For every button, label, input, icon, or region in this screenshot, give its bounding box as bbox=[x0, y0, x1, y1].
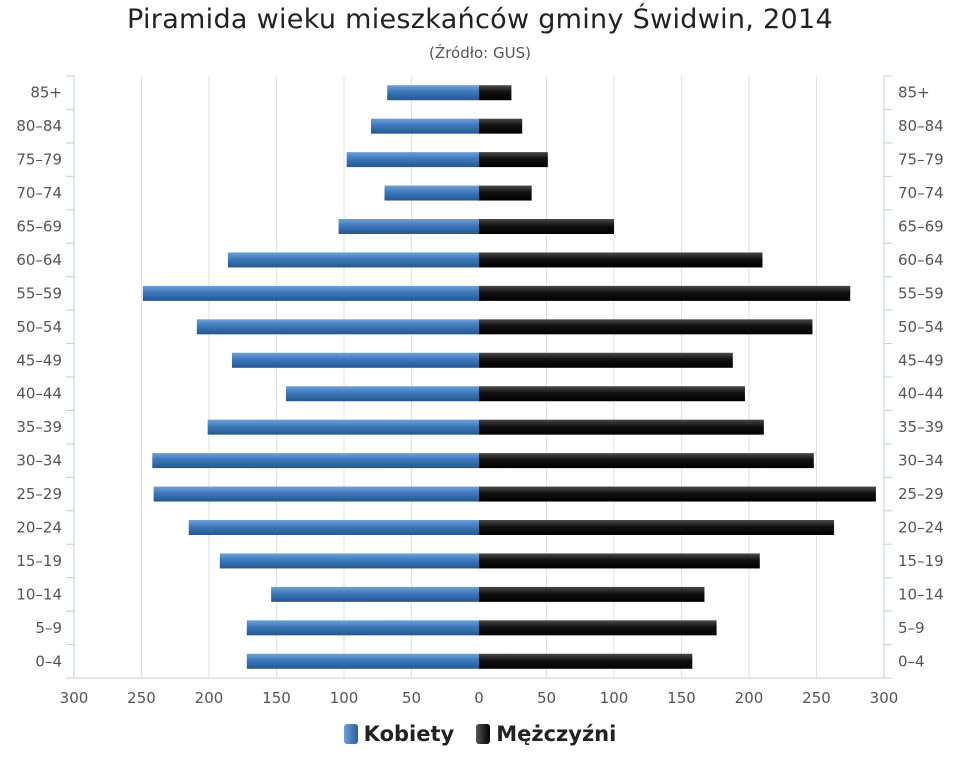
grid-lines bbox=[141, 76, 817, 678]
y-tick-label-left: 80–84 bbox=[16, 117, 62, 135]
x-tick-label: 150 bbox=[262, 689, 291, 707]
y-tick-label-right: 45–49 bbox=[898, 351, 944, 369]
y-tick-label-right: 80–84 bbox=[898, 117, 944, 135]
bars bbox=[142, 85, 876, 669]
y-tick-label-left: 25–29 bbox=[16, 485, 62, 503]
bar-mezczyzni bbox=[479, 586, 705, 602]
bar-kobiety bbox=[153, 486, 479, 502]
bar-kobiety bbox=[387, 85, 479, 101]
x-tick-label: 50 bbox=[402, 689, 421, 707]
bar-mezczyzni bbox=[479, 219, 614, 234]
y-tick-label-right: 20–24 bbox=[898, 519, 944, 537]
bar-kobiety bbox=[207, 419, 479, 435]
bar-kobiety bbox=[188, 520, 479, 535]
bar-mezczyzni bbox=[479, 185, 532, 201]
y-tick-label-right: 0–4 bbox=[898, 652, 925, 670]
y-tick-label-right: 5–9 bbox=[898, 619, 925, 637]
bar-kobiety bbox=[285, 386, 479, 402]
y-tick-label-right: 10–14 bbox=[898, 585, 944, 603]
y-tick-label-left: 5–9 bbox=[35, 619, 62, 637]
x-tick-label: 200 bbox=[735, 689, 764, 707]
bar-kobiety bbox=[219, 553, 480, 569]
bar-kobiety bbox=[371, 118, 479, 134]
y-tick-label-right: 15–19 bbox=[898, 552, 944, 570]
x-tick-label: 200 bbox=[195, 689, 224, 707]
legend-item-mezczyzni[interactable]: Mężczyźni bbox=[476, 722, 616, 746]
y-tick-label-right: 55–59 bbox=[898, 284, 944, 302]
bar-mezczyzni bbox=[479, 152, 548, 168]
chart-subtitle: (Źródło: GUS) bbox=[429, 44, 531, 62]
bar-mezczyzni bbox=[479, 285, 851, 301]
x-tick-label: 250 bbox=[802, 689, 831, 707]
bar-kobiety bbox=[246, 620, 479, 636]
bar-mezczyzni bbox=[479, 386, 745, 402]
y-tick-label-right: 60–64 bbox=[898, 251, 944, 269]
y-tick-label-right: 65–69 bbox=[898, 218, 944, 236]
bar-mezczyzni bbox=[479, 553, 760, 569]
chart-title: Piramida wieku mieszkańców gminy Świdwin… bbox=[127, 4, 833, 35]
legend-item-kobiety[interactable]: Kobiety bbox=[343, 722, 455, 746]
y-tick-label-right: 70–74 bbox=[898, 184, 944, 202]
y-tick-label-left: 85+ bbox=[30, 84, 62, 102]
y-tick-label-left: 15–19 bbox=[16, 552, 62, 570]
y-tick-label-left: 30–34 bbox=[16, 452, 62, 470]
y-tick-label-left: 65–69 bbox=[16, 218, 62, 236]
y-tick-label-right: 75–79 bbox=[898, 151, 944, 169]
y-tick-label-left: 60–64 bbox=[16, 251, 62, 269]
x-tick-label: 300 bbox=[870, 689, 899, 707]
legend-swatch-mezczyzni bbox=[476, 724, 491, 744]
x-tick-label: 300 bbox=[60, 689, 89, 707]
y-tick-label-left: 45–49 bbox=[16, 351, 62, 369]
bar-kobiety bbox=[152, 453, 480, 469]
axes bbox=[66, 75, 892, 679]
bar-kobiety bbox=[142, 285, 479, 301]
y-tick-label-left: 75–79 bbox=[16, 151, 62, 169]
bar-mezczyzni bbox=[479, 486, 876, 502]
y-tick-label-left: 70–74 bbox=[16, 184, 62, 202]
y-tick-label-right: 25–29 bbox=[898, 485, 944, 503]
legend-swatch-kobiety bbox=[343, 724, 358, 744]
bar-mezczyzni bbox=[479, 653, 693, 669]
y-tick-label-left: 0–4 bbox=[35, 652, 62, 670]
bar-kobiety bbox=[346, 152, 479, 168]
bar-mezczyzni bbox=[479, 453, 814, 469]
x-tick-label: 100 bbox=[600, 689, 629, 707]
x-tick-label: 100 bbox=[330, 689, 359, 707]
bar-mezczyzni bbox=[479, 252, 763, 268]
x-tick-label: 250 bbox=[127, 689, 156, 707]
bar-kobiety bbox=[338, 219, 479, 234]
y-tick-label-right: 30–34 bbox=[898, 452, 944, 470]
x-tick-label: 50 bbox=[537, 689, 556, 707]
legend-label-kobiety: Kobiety bbox=[363, 722, 455, 746]
y-tick-label-left: 20–24 bbox=[16, 519, 62, 537]
x-tick-label: 150 bbox=[667, 689, 696, 707]
bar-mezczyzni bbox=[479, 419, 764, 435]
bar-kobiety bbox=[271, 586, 479, 602]
y-tick-label-left: 50–54 bbox=[16, 318, 62, 336]
y-tick-label-left: 35–39 bbox=[16, 418, 62, 436]
y-tick-label-left: 55–59 bbox=[16, 284, 62, 302]
bar-kobiety bbox=[227, 252, 479, 268]
x-tick-label: 0 bbox=[474, 689, 484, 707]
y-tick-label-right: 50–54 bbox=[898, 318, 944, 336]
tick-labels: 300 250 200 150 100 50 0 50 100 150 200 250 300 85+ 85… bbox=[16, 84, 943, 707]
bar-kobiety bbox=[196, 319, 479, 335]
legend-label-mezczyzni: Mężczyźni bbox=[496, 722, 617, 746]
bar-mezczyzni bbox=[479, 520, 835, 535]
y-tick-label-left: 40–44 bbox=[16, 385, 62, 403]
bar-mezczyzni bbox=[479, 352, 733, 368]
bar-kobiety bbox=[231, 352, 479, 368]
y-tick-label-right: 40–44 bbox=[898, 385, 944, 403]
bar-mezczyzni bbox=[479, 85, 512, 101]
bar-mezczyzni bbox=[479, 620, 717, 636]
bar-kobiety bbox=[246, 653, 479, 669]
y-tick-label-left: 10–14 bbox=[16, 585, 62, 603]
bar-mezczyzni bbox=[479, 319, 813, 335]
y-tick-label-right: 85+ bbox=[898, 84, 930, 102]
legend: Kobiety Mężczyźni bbox=[0, 722, 960, 746]
y-tick-label-right: 35–39 bbox=[898, 418, 944, 436]
bar-kobiety bbox=[384, 185, 479, 201]
bar-mezczyzni bbox=[479, 118, 523, 134]
